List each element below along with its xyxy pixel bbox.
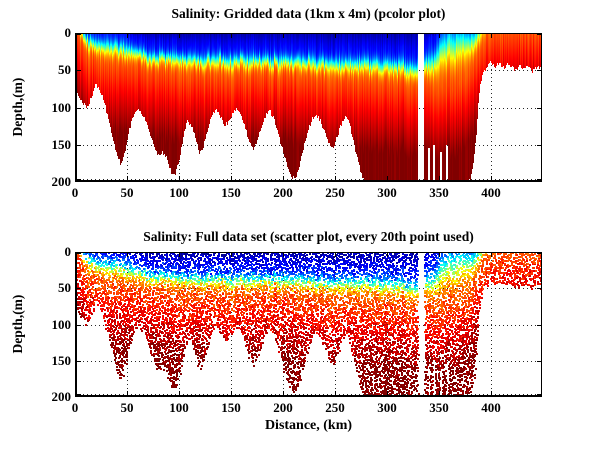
depth-axis-label-top: Depth,(m)	[10, 77, 25, 137]
x-tick-label: 400	[481, 185, 501, 200]
y-tick-label: 150	[51, 353, 72, 368]
y-tick-label: 0	[64, 25, 72, 40]
x-tick-label: 300	[377, 185, 397, 200]
x-tick-label: 350	[429, 400, 449, 415]
x-tick-label: 200	[273, 185, 293, 200]
y-tick-label: 100	[51, 100, 72, 115]
x-tick-label: 150	[221, 400, 241, 415]
x-tick-label: 150	[221, 185, 241, 200]
x-tick-label: 350	[429, 185, 449, 200]
x-tick-label: 50	[120, 400, 134, 415]
x-tick-label: 0	[71, 185, 79, 200]
depth-axis-label-bottom: Depth,(m)	[10, 294, 25, 354]
y-tick-label: 50	[58, 62, 71, 77]
x-tick-label: 400	[481, 400, 501, 415]
x-tick-label: 100	[169, 400, 189, 415]
pcolor-canvas	[75, 33, 542, 182]
x-tick-label: 50	[120, 185, 134, 200]
y-tick-label: 200	[51, 389, 72, 404]
y-tick-label: 200	[51, 174, 72, 189]
distance-axis-label: Distance, (km)	[264, 418, 353, 433]
x-tick-label: 300	[377, 400, 397, 415]
scatter-plot-title: Salinity: Full data set (scatter plot, e…	[143, 229, 474, 244]
x-tick-label: 250	[325, 400, 345, 415]
y-tick-label: 150	[51, 137, 72, 152]
x-tick-label: 100	[169, 185, 189, 200]
x-tick-label: 0	[71, 400, 79, 415]
x-tick-label: 250	[325, 185, 345, 200]
pcolor-plot-title: Salinity: Gridded data (1km x 4m) (pcolo…	[171, 6, 446, 21]
y-tick-label: 0	[64, 244, 72, 259]
x-tick-label: 200	[273, 400, 293, 415]
y-tick-label: 100	[51, 317, 72, 332]
scatter-canvas	[75, 252, 542, 397]
y-tick-label: 50	[58, 280, 71, 295]
